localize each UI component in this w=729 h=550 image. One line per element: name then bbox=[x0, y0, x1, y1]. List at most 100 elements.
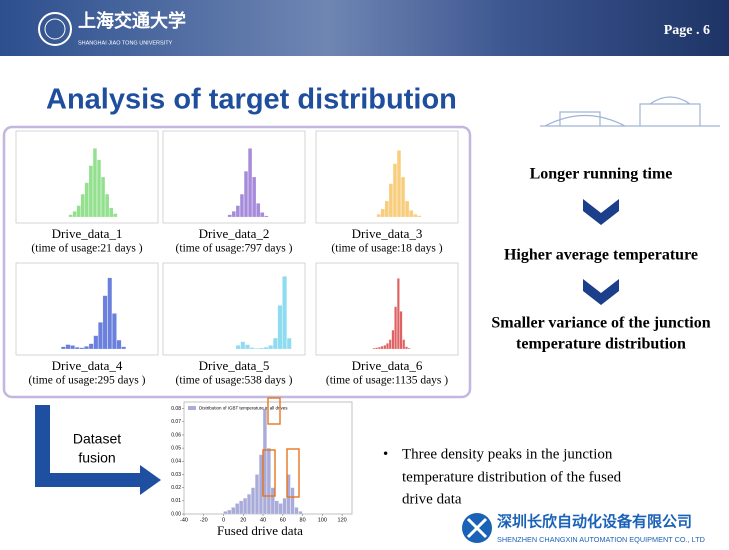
histogram-bar bbox=[388, 183, 393, 218]
y-tick-label: 0.01 bbox=[171, 498, 181, 504]
histogram-bar bbox=[298, 511, 303, 515]
histogram-bar bbox=[405, 346, 408, 350]
histogram-bar bbox=[235, 345, 241, 350]
histogram-bar bbox=[72, 211, 77, 218]
histogram-bar bbox=[121, 346, 126, 350]
y-tick-label: 0.05 bbox=[171, 445, 181, 451]
histogram-bar bbox=[79, 347, 85, 350]
y-tick-label: 0.07 bbox=[171, 419, 181, 425]
histogram-bar bbox=[235, 205, 240, 218]
page-number: Page . 6 bbox=[664, 23, 710, 38]
histogram-bar bbox=[247, 494, 251, 515]
step: Longer running time bbox=[530, 166, 673, 183]
histogram-bar bbox=[407, 347, 411, 350]
histogram-bar bbox=[249, 347, 255, 350]
histogram-bar bbox=[278, 503, 283, 515]
histogram-bar bbox=[107, 277, 113, 350]
histogram-bar bbox=[235, 503, 240, 515]
histogram-bar bbox=[409, 210, 414, 218]
x-tick-label: 60 bbox=[280, 517, 286, 523]
watermark-en: SHENZHEN CHANGXIN AUTOMATION EQUIPMENT C… bbox=[497, 535, 705, 544]
histogram-bar bbox=[413, 214, 418, 218]
y-tick-label: 0.04 bbox=[171, 459, 181, 465]
histogram-bar bbox=[402, 339, 406, 350]
x-tick-label: 100 bbox=[318, 517, 327, 523]
histogram-bar bbox=[388, 339, 392, 350]
histogram-bar bbox=[259, 347, 264, 350]
histogram-bar bbox=[376, 214, 381, 218]
histogram-bar bbox=[231, 507, 236, 515]
histogram-bar bbox=[245, 344, 250, 350]
panels: Drive_data_1 (time of usage:21 days ) Driv… bbox=[15, 130, 459, 387]
logo bbox=[38, 12, 72, 46]
logo-inner bbox=[44, 18, 66, 40]
histogram-bar bbox=[70, 345, 75, 350]
histogram-bar bbox=[256, 203, 261, 218]
histogram-bar bbox=[273, 337, 278, 350]
panel-plot bbox=[315, 262, 459, 356]
histogram-bar bbox=[112, 313, 117, 350]
panel-name: Drive_data_5 bbox=[199, 358, 270, 373]
panel-usage: (time of usage:538 days ) bbox=[176, 375, 293, 387]
step: Smaller variance of the junction bbox=[491, 315, 710, 332]
peak-highlight bbox=[267, 397, 281, 425]
bullet-dot: • bbox=[383, 446, 388, 462]
panels-frame bbox=[2, 125, 472, 399]
fused-chart: -40 -20 0 20 40 60 80 100 120 0.00 0.01 0.02 0.03 0.0… bbox=[171, 397, 353, 538]
x-tick-label: 20 bbox=[240, 517, 246, 523]
panel-name: Drive_data_3 bbox=[352, 226, 423, 241]
histogram-bar bbox=[231, 211, 236, 218]
watermark-cn: 深圳长欣自动化设备有限公司 bbox=[497, 513, 692, 531]
y-tick-label: 0.00 bbox=[171, 511, 181, 517]
skyline-ornament bbox=[540, 96, 720, 127]
bullet-text: temperature distribution of the fused bbox=[402, 469, 622, 485]
peak-highlight bbox=[262, 449, 276, 497]
x-tick-label: 80 bbox=[300, 517, 306, 523]
histogram-bar bbox=[386, 343, 389, 350]
peak-highlight bbox=[286, 448, 300, 498]
x-tick-label: 40 bbox=[260, 517, 266, 523]
histogram-bar bbox=[97, 159, 101, 218]
y-tick-label: 0.08 bbox=[171, 406, 181, 412]
histogram-bar bbox=[268, 345, 273, 350]
histogram-bar bbox=[378, 347, 381, 350]
histogram-bar bbox=[116, 340, 122, 350]
histogram-bar bbox=[84, 346, 89, 350]
histogram-bar bbox=[109, 207, 114, 218]
legend-text: Distribution of IGBT temperature in all … bbox=[199, 406, 288, 411]
fusion-label: Dataset bbox=[73, 431, 121, 447]
histogram-bar bbox=[88, 343, 94, 350]
histogram-bar bbox=[255, 474, 259, 515]
y-tick-label: 0.06 bbox=[171, 432, 181, 438]
histogram-bar bbox=[264, 215, 269, 218]
histogram-bar bbox=[405, 200, 410, 218]
histogram-bar bbox=[394, 306, 397, 350]
histogram-bar bbox=[294, 507, 299, 515]
histogram-bar bbox=[270, 487, 275, 515]
panel-usage: (time of usage:797 days ) bbox=[176, 243, 293, 255]
histogram-bar bbox=[240, 341, 246, 350]
panel-usage: (time of usage:295 days ) bbox=[29, 375, 146, 387]
histogram-bar bbox=[227, 509, 232, 515]
legend-swatch bbox=[188, 406, 196, 410]
histogram-bar bbox=[397, 150, 401, 218]
step: Higher average temperature bbox=[504, 247, 698, 264]
histogram-bar bbox=[399, 311, 403, 350]
fusion-label: fusion bbox=[78, 450, 115, 466]
histogram-bar bbox=[391, 330, 395, 350]
histogram-bar bbox=[397, 278, 400, 350]
chevron bbox=[583, 279, 619, 305]
histogram-bar bbox=[266, 448, 271, 515]
histogram-bar bbox=[223, 511, 228, 515]
histogram-bar bbox=[372, 347, 376, 350]
university-en: SHANGHAI JIAO TONG UNIVERSITY bbox=[78, 40, 173, 46]
histogram-bar bbox=[113, 213, 118, 218]
histogram-bar bbox=[417, 215, 422, 218]
histogram-bar bbox=[380, 346, 384, 350]
x-tick-label: 0 bbox=[222, 517, 225, 523]
x-tick-label: 120 bbox=[338, 517, 347, 523]
histogram-bar bbox=[282, 498, 287, 515]
histogram-bar bbox=[375, 347, 378, 350]
panel-usage: (time of usage:18 days ) bbox=[331, 243, 442, 255]
histogram-bar bbox=[277, 305, 283, 350]
